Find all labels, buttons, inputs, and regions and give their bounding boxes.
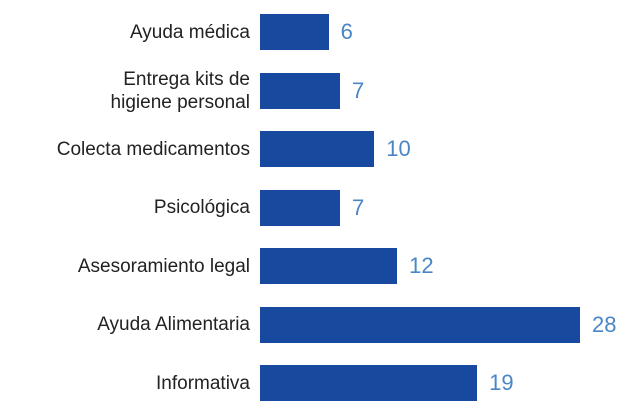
category-label: Entrega kits de higiene personal	[110, 68, 250, 113]
value-label: 28	[592, 311, 617, 337]
bar	[260, 189, 340, 226]
bar-row: Informativa 19	[0, 354, 623, 412]
category-label: Colecta medicamentos	[56, 138, 250, 160]
category-label: Asesoramiento legal	[77, 255, 250, 277]
bar-row: Entrega kits de higiene personal 7	[0, 61, 623, 120]
value-label: 12	[409, 253, 434, 278]
bar	[260, 131, 375, 167]
value-label: 7	[352, 77, 365, 103]
bar-row: Colecta medicamentos 10	[0, 120, 623, 179]
category-label: Psicológica	[153, 197, 250, 218]
category-label: Informativa	[156, 372, 250, 394]
bar	[260, 306, 580, 343]
value-label: 19	[489, 370, 514, 395]
value-label: 6	[340, 19, 353, 44]
value-label: 10	[386, 136, 411, 161]
value-label: 7	[352, 194, 365, 220]
bar-row: Ayuda Alimentaria 28	[0, 295, 623, 354]
category-label: Ayuda médica	[129, 21, 250, 43]
bar-row: Psicológica 7	[0, 178, 623, 237]
bar	[260, 14, 329, 50]
bar-row: Asesoramiento legal 12	[0, 237, 623, 296]
bar	[260, 248, 398, 284]
bar	[260, 365, 478, 401]
bar-row: Ayuda médica 6	[0, 3, 623, 62]
bar	[260, 72, 340, 109]
category-label: Ayuda Alimentaria	[97, 314, 250, 335]
chart: Ayuda médica 6 Entrega kits de higiene per…	[0, 3, 623, 401]
